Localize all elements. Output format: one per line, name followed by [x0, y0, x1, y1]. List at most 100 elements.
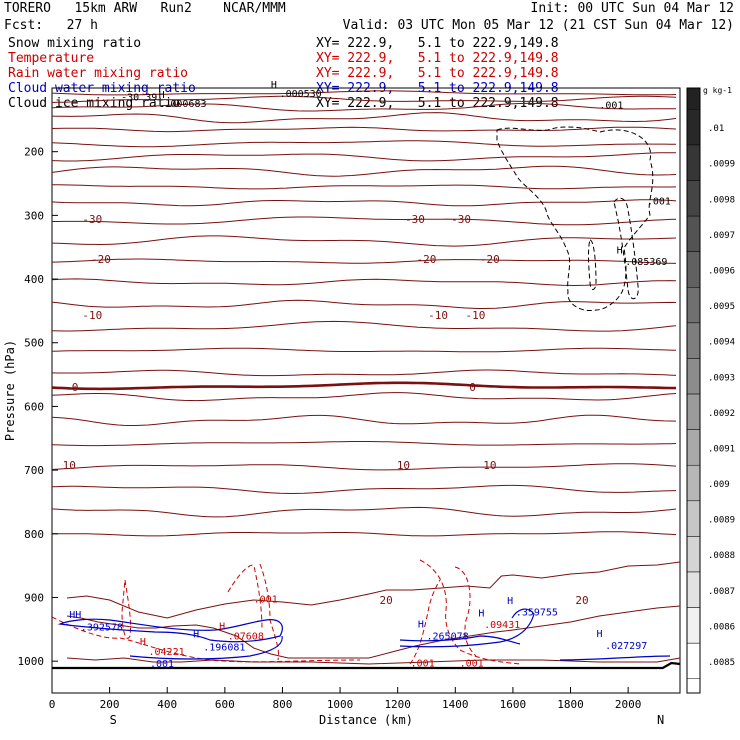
temperature-contour-label: -30: [451, 213, 471, 226]
colorbar-label: .0094: [708, 338, 735, 348]
y-tick-label: 500: [24, 337, 44, 350]
colorbar-segment: [686, 500, 701, 537]
field-extremum-label: -30 39: [121, 93, 157, 104]
temperature-contour-line: [51, 278, 677, 287]
temperature-contour-line: [51, 152, 676, 162]
temperature-contour-line: [51, 126, 677, 133]
colorbar-segment: [686, 287, 701, 324]
temperature-contour-label: -10: [428, 309, 448, 322]
colorbar-label: .0093: [708, 373, 735, 383]
colorbar-label: .0091: [708, 444, 735, 454]
colorbar-label: .0096: [708, 267, 735, 277]
field-extremum-label: HH: [69, 610, 81, 621]
temperature-contour-label: 20: [575, 594, 588, 607]
legend-temperature-xy: XY= 222.9, 5.1 to 222.9,149.8: [316, 51, 559, 66]
cloud-water-contour: [559, 655, 671, 661]
y-tick-label: 300: [24, 209, 44, 222]
field-extremum-label: H: [617, 246, 623, 257]
temperature-contour-label: 10: [483, 459, 496, 472]
cloud-ice-contour: [613, 197, 639, 300]
field-extremum-label: .265078: [426, 632, 468, 643]
field-extremum-label: .07608: [228, 632, 264, 643]
colorbar-segment: [686, 358, 701, 395]
field-extremum-label: .000530: [280, 89, 322, 100]
rain-water-contour: [454, 566, 477, 657]
x-tick-label: 1400: [442, 698, 469, 711]
temperature-contour-line: [51, 235, 677, 247]
init-time: Init: 00 UTC Sun 04 Mar 12: [530, 1, 735, 16]
temperature-contour-label: -20: [480, 253, 500, 266]
y-tick-label: 400: [24, 273, 44, 286]
field-extremum-label: .001: [599, 100, 623, 111]
field-extremum-label: H: [478, 609, 484, 620]
colorbar-segment: [686, 322, 701, 359]
field-extremum-label: .04221: [149, 647, 185, 658]
temperature-contour-label: -20: [417, 253, 437, 266]
low-level-contour: [66, 657, 681, 665]
colorbar-segment: [686, 251, 701, 288]
colorbar-label: .009: [708, 480, 730, 490]
south-end-label: S: [110, 713, 117, 727]
colorbar-label: .0086: [708, 622, 735, 632]
low-level-contour: [66, 605, 681, 659]
plot-frame: [51, 87, 681, 694]
y-tick-label: 700: [24, 464, 44, 477]
temperature-contour-line: [51, 199, 677, 207]
temperature-contour-line: [52, 531, 677, 537]
north-end-label: N: [657, 713, 664, 727]
field-extremum-label: .085369: [625, 257, 667, 268]
field-extremum-label: H: [418, 619, 424, 630]
field-extremum-label: .392578: [81, 623, 123, 634]
colorbar-label: .0095: [708, 302, 735, 312]
temperature-contour-line: [51, 320, 677, 332]
field-extremum-label: .027297: [605, 641, 647, 652]
colorbar-label: .0099: [708, 160, 735, 170]
temperature-contour-line: [51, 112, 677, 124]
y-tick-label: 800: [24, 528, 44, 541]
temperature-contour-line: [51, 463, 677, 471]
rain-water-contour: [259, 563, 279, 661]
temperature-contour-label: 0: [469, 381, 476, 394]
temperature-contour-line: [51, 165, 677, 177]
low-level-contour: [66, 561, 681, 619]
field-extremum-label: .001: [460, 658, 484, 669]
temperature-contour-line: [52, 184, 677, 190]
temperature-contour-line: [51, 140, 676, 148]
x-tick-label: 0: [49, 698, 56, 711]
colorbar-segment: [686, 642, 701, 680]
colorbar-label: .0085: [708, 658, 735, 668]
field-extremum-label: H: [193, 630, 199, 641]
x-tick-label: 1200: [384, 698, 411, 711]
y-tick-label: 900: [24, 591, 44, 604]
colorbar-label: .0097: [708, 231, 735, 241]
temperature-contour-line: [52, 216, 677, 226]
colorbar-frame: [686, 87, 701, 694]
colorbar-segment: [686, 536, 701, 573]
field-extremum-label: .001: [150, 659, 174, 670]
colorbar-label: .0092: [708, 409, 735, 419]
temperature-contour-line: [51, 347, 677, 353]
cloud-ice-contour: [588, 239, 597, 290]
cloud-water-contour: [399, 635, 521, 645]
field-extremum-label: H: [159, 90, 165, 101]
cloud-ice-contour: [496, 126, 654, 312]
x-tick-label: 200: [100, 698, 120, 711]
y-axis-title: Pressure (hPa): [3, 340, 17, 441]
colorbar-segment: [687, 88, 700, 110]
rain-water-contour: [51, 616, 361, 663]
temperature-contour-label: -10: [82, 309, 102, 322]
y-tick-label: 600: [24, 400, 44, 413]
x-tick-label: 1800: [557, 698, 584, 711]
colorbar-segment: [686, 180, 701, 217]
colorbar-unit: g kg-1: [703, 86, 732, 95]
colorbar-segment: [686, 393, 701, 430]
temperature-contour-label: -30: [82, 213, 102, 226]
temperature-contour-line: [51, 392, 677, 402]
temperature-contour-label: -10: [466, 309, 486, 322]
field-extremum-label: H: [507, 596, 513, 607]
ground-surface-line: [52, 661, 681, 670]
colorbar-segment: [686, 571, 701, 608]
x-tick-label: 600: [215, 698, 235, 711]
x-tick-label: 400: [157, 698, 177, 711]
temperature-contour-line: [51, 441, 677, 447]
